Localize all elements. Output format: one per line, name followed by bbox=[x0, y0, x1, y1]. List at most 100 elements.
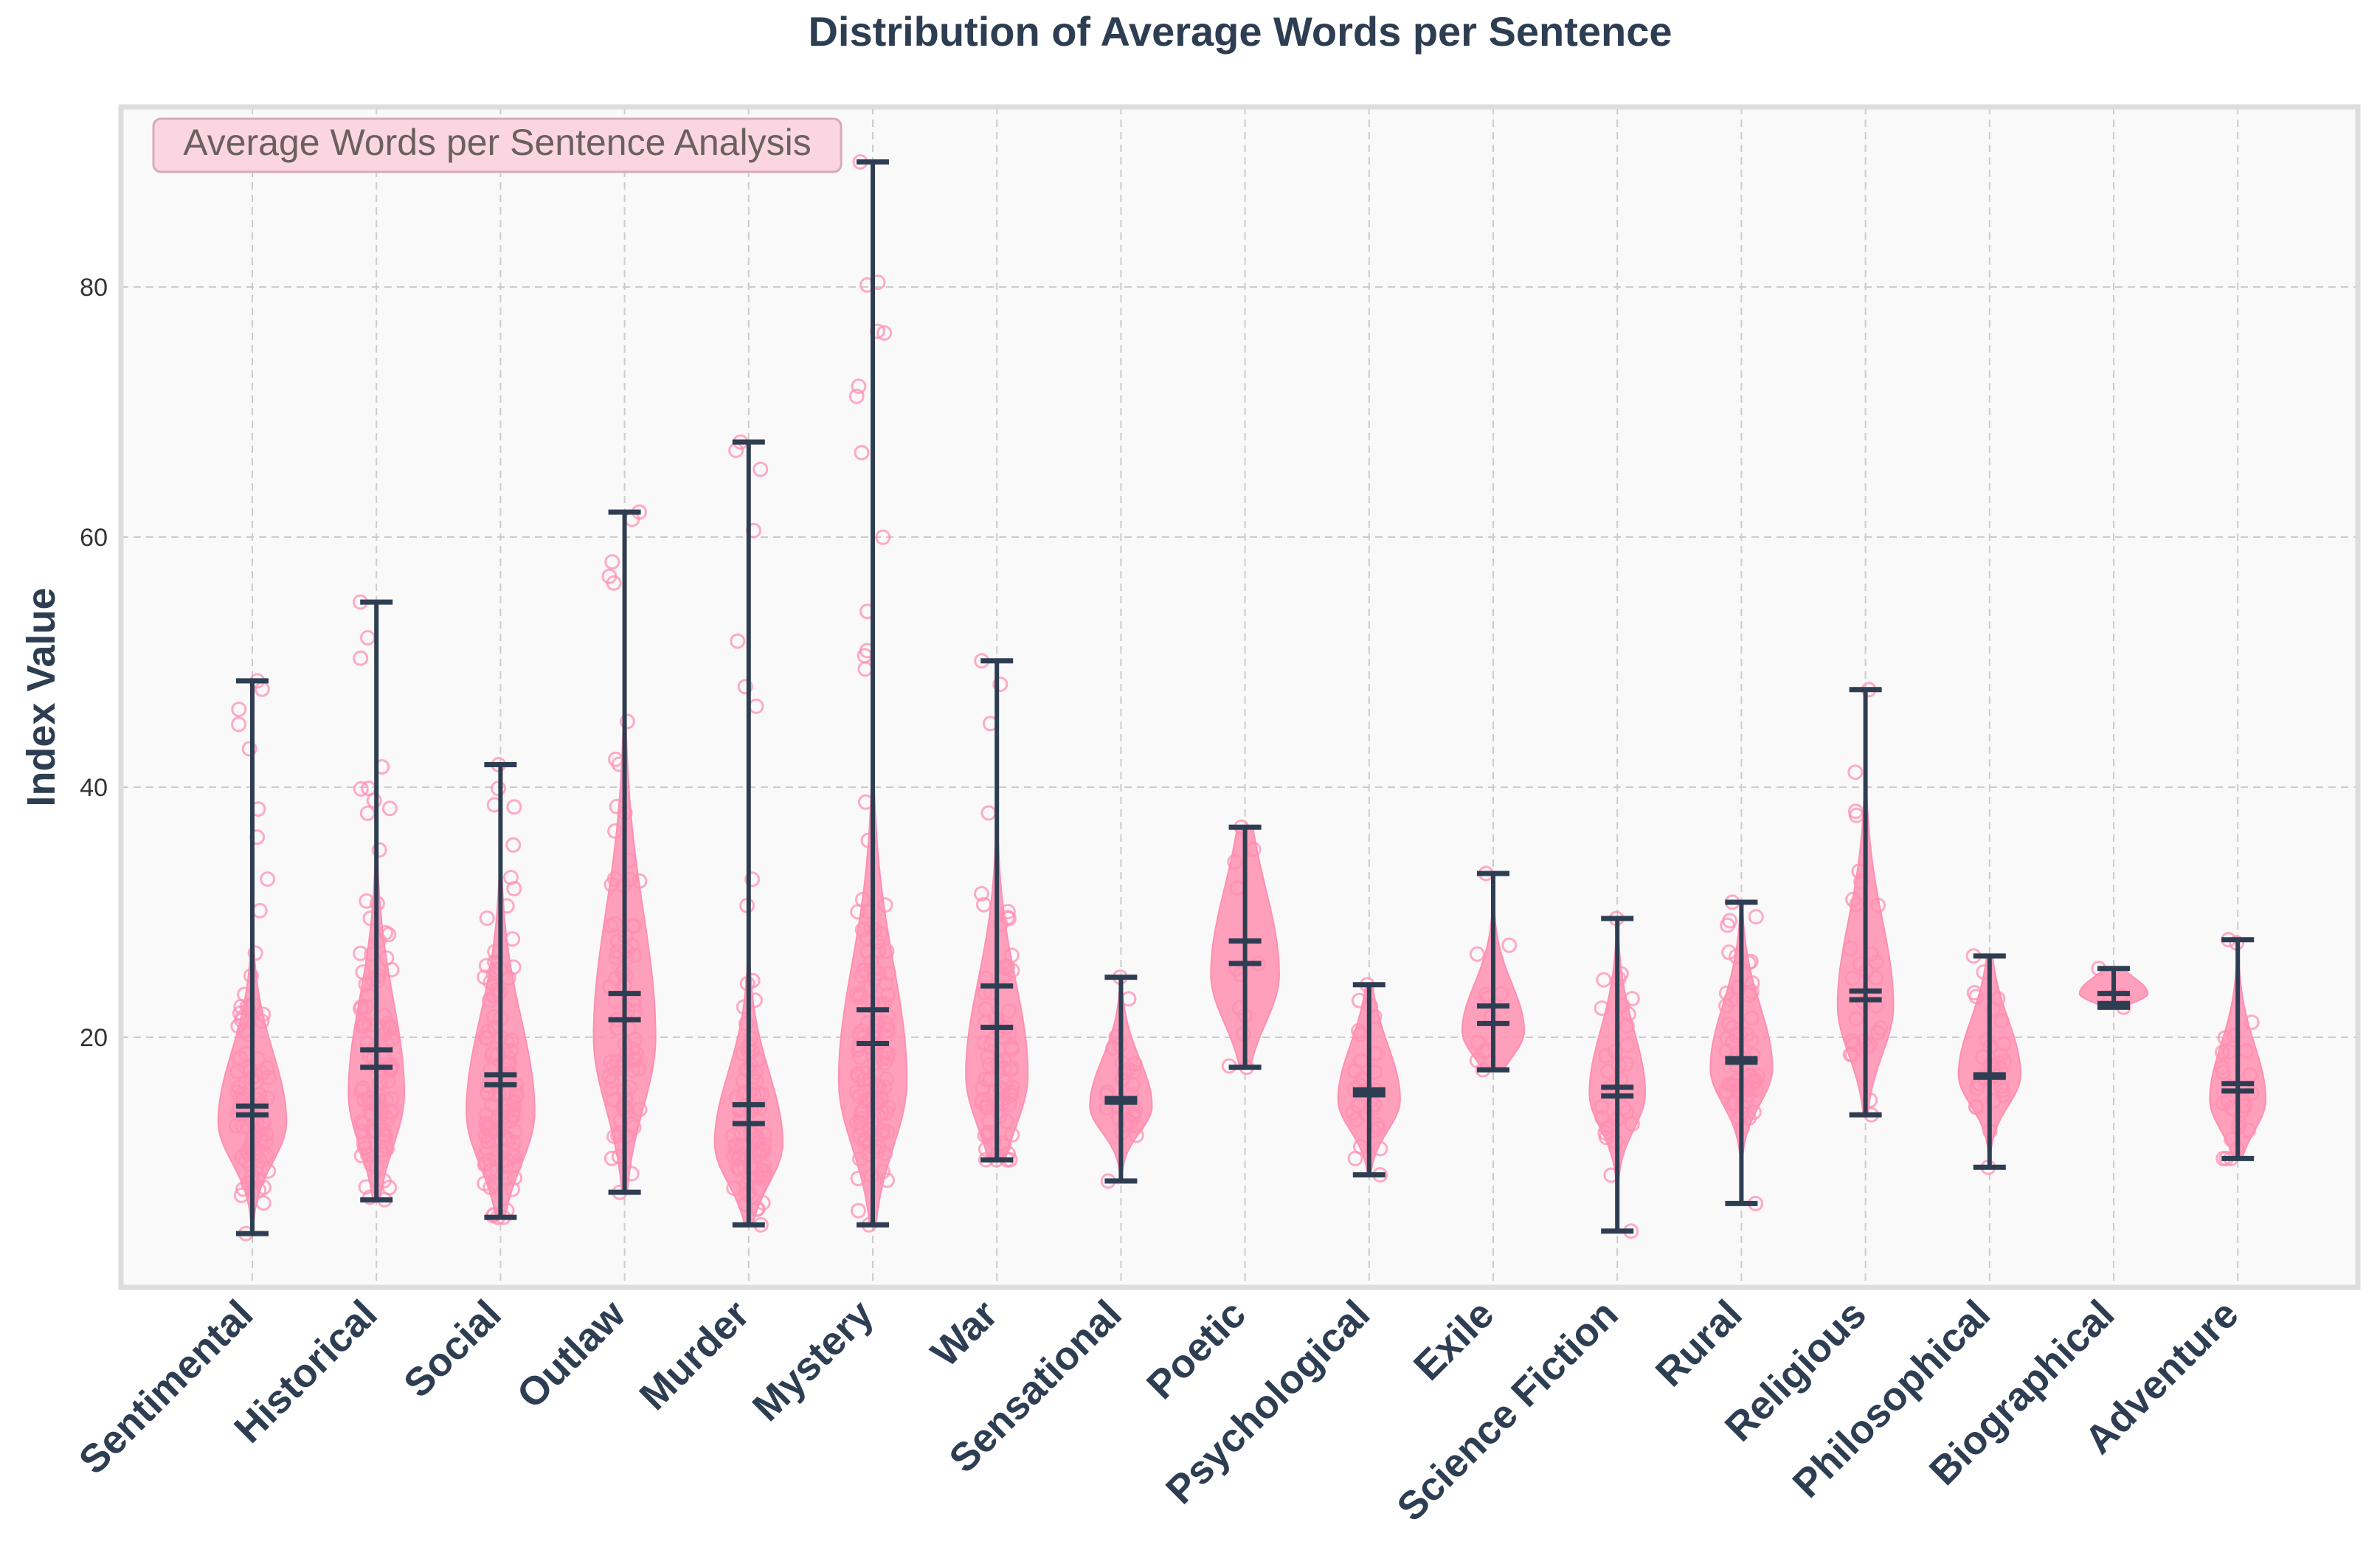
data-point bbox=[1501, 937, 1518, 953]
y-tick-label: 20 bbox=[80, 1024, 108, 1052]
data-point bbox=[603, 1150, 620, 1166]
data-point bbox=[488, 1163, 505, 1180]
data-point bbox=[1993, 1013, 2010, 1029]
data-point bbox=[992, 677, 1009, 693]
data-point bbox=[505, 837, 522, 853]
data-point bbox=[230, 1018, 246, 1034]
data-point bbox=[851, 1203, 866, 1219]
data-point bbox=[1596, 972, 1612, 988]
data-point bbox=[478, 1106, 494, 1122]
data-point bbox=[353, 1000, 369, 1017]
data-point bbox=[370, 1076, 387, 1092]
data-point bbox=[506, 881, 522, 897]
data-point bbox=[854, 1103, 871, 1119]
data-point bbox=[854, 892, 871, 907]
data-point bbox=[260, 1163, 277, 1179]
data-point bbox=[260, 871, 276, 887]
data-point bbox=[854, 968, 870, 984]
data-point bbox=[255, 1116, 271, 1132]
data-point bbox=[2217, 1030, 2233, 1046]
data-point bbox=[384, 962, 400, 977]
data-point bbox=[480, 1134, 497, 1150]
annotation-box: Average Words per Sentence Analysis bbox=[152, 117, 843, 173]
data-point bbox=[506, 799, 522, 815]
data-point bbox=[255, 1006, 271, 1023]
data-point bbox=[371, 842, 387, 858]
data-point bbox=[353, 1147, 370, 1163]
data-point bbox=[1844, 1047, 1861, 1062]
data-point bbox=[1966, 985, 1982, 1001]
y-tick-label: 40 bbox=[80, 774, 108, 802]
data-point bbox=[1968, 1099, 1985, 1115]
data-point bbox=[1372, 1141, 1388, 1157]
data-point bbox=[1370, 1121, 1386, 1137]
data-point bbox=[878, 1104, 894, 1121]
data-point bbox=[1743, 1010, 1760, 1026]
data-point bbox=[381, 800, 398, 817]
data-point bbox=[1619, 1037, 1636, 1053]
data-point bbox=[976, 1034, 992, 1051]
data-point bbox=[1721, 944, 1737, 961]
data-point bbox=[755, 1194, 771, 1211]
data-point bbox=[508, 1087, 525, 1104]
data-point bbox=[1995, 1082, 2010, 1098]
data-point bbox=[1349, 1111, 1365, 1127]
data-point bbox=[628, 1045, 644, 1062]
data-point bbox=[724, 1127, 741, 1143]
data-point bbox=[502, 1055, 518, 1071]
data-point bbox=[1870, 897, 1886, 913]
data-point bbox=[1619, 1018, 1635, 1034]
data-point bbox=[1470, 1034, 1486, 1051]
data-point bbox=[503, 1113, 519, 1129]
data-point bbox=[1868, 969, 1884, 986]
data-point bbox=[480, 1024, 496, 1039]
data-point bbox=[1846, 1037, 1861, 1053]
data-point bbox=[482, 1126, 498, 1141]
plot-frame bbox=[118, 104, 2361, 1290]
data-point bbox=[505, 1181, 520, 1197]
data-point bbox=[975, 1080, 991, 1096]
data-point bbox=[1743, 953, 1759, 969]
data-point bbox=[1594, 1000, 1610, 1017]
data-point bbox=[1594, 1098, 1610, 1115]
data-point bbox=[1719, 1031, 1735, 1047]
data-point bbox=[2215, 1044, 2230, 1060]
data-point bbox=[1744, 975, 1760, 991]
data-point bbox=[1116, 1065, 1132, 1081]
data-point bbox=[1730, 1110, 1746, 1126]
data-point bbox=[877, 897, 893, 913]
data-point bbox=[879, 943, 895, 959]
data-point bbox=[233, 1187, 249, 1203]
data-point bbox=[358, 1179, 374, 1195]
data-point bbox=[1845, 891, 1861, 907]
data-point bbox=[1721, 1076, 1737, 1093]
data-point bbox=[607, 823, 623, 839]
data-point bbox=[1469, 946, 1485, 962]
data-point bbox=[619, 713, 635, 730]
data-point bbox=[357, 1140, 373, 1156]
data-point bbox=[505, 1098, 521, 1114]
data-point bbox=[851, 378, 867, 395]
data-point bbox=[603, 1081, 619, 1097]
data-point bbox=[477, 1115, 494, 1132]
data-point bbox=[259, 1060, 275, 1076]
data-point bbox=[378, 1056, 394, 1073]
annotation-text: Average Words per Sentence Analysis bbox=[183, 122, 811, 163]
data-point bbox=[247, 945, 263, 961]
data-point bbox=[875, 529, 891, 545]
data-point bbox=[247, 1068, 263, 1084]
data-point bbox=[976, 896, 992, 913]
data-point bbox=[356, 1092, 372, 1108]
data-point bbox=[732, 1161, 747, 1177]
data-point bbox=[606, 575, 622, 591]
data-point bbox=[1731, 980, 1747, 995]
data-point bbox=[632, 873, 648, 889]
data-point bbox=[1000, 904, 1016, 920]
data-point bbox=[606, 1129, 622, 1144]
data-point bbox=[1347, 1063, 1363, 1079]
data-point bbox=[241, 741, 257, 757]
data-point bbox=[1003, 947, 1020, 963]
data-point bbox=[753, 461, 769, 477]
data-point bbox=[482, 992, 497, 1008]
data-point bbox=[1842, 941, 1858, 957]
